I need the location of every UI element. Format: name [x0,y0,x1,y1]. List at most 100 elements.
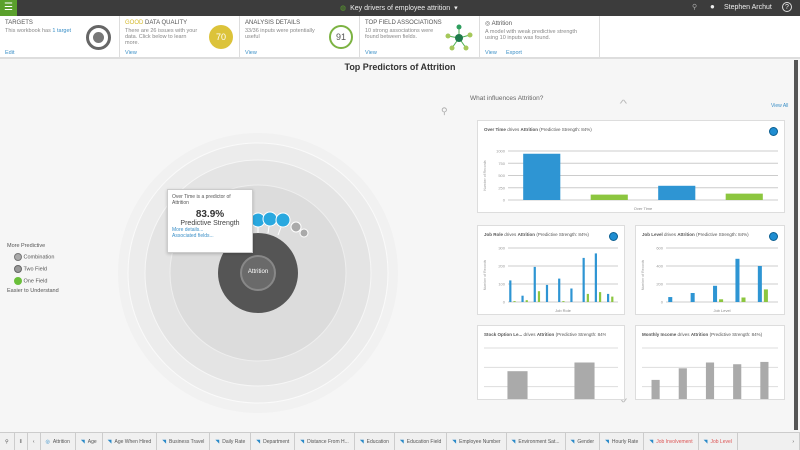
target-name[interactable]: Attrition [536,332,555,337]
edit-link[interactable]: Edit [5,50,15,56]
field-tab[interactable]: ◥ Age When Hired [103,433,158,450]
bar[interactable] [590,194,628,200]
bar[interactable] [690,293,695,302]
field-name[interactable]: Monthly Income [642,332,677,337]
target-name[interactable]: Attrition [517,232,536,237]
bar[interactable] [586,293,589,302]
view-link[interactable]: View [245,50,257,56]
field-tab[interactable]: ◥ Distance From H... [295,433,355,450]
tab-label: Education [366,438,389,445]
bar[interactable] [582,257,585,302]
user-name[interactable]: Stephen Archut [724,4,772,11]
field-tab[interactable]: ◥ Employee Number [447,433,507,450]
bar[interactable] [713,285,718,302]
data-quality-card[interactable]: GOOD DATA QUALITY There are 26 issues wi… [120,16,240,59]
field-tab[interactable]: ◥ Daily Rate [210,433,252,450]
chevron-down-icon[interactable]: ▾ [454,5,458,12]
field-name[interactable]: Over Time [484,127,506,132]
bar[interactable] [611,296,614,302]
bar[interactable] [651,379,660,400]
predictor-bubble[interactable] [299,228,309,238]
field-tab[interactable]: ◥ Business Travel [157,433,211,450]
bar[interactable] [658,185,696,200]
search-icon[interactable]: ⚲ [0,433,15,450]
pin-icon[interactable]: ⚲ [692,4,698,11]
bar[interactable] [545,284,549,302]
field-tab[interactable]: ◥ Environment Sat... [507,433,566,450]
predictor-bubble[interactable] [262,211,278,227]
bar[interactable] [741,297,746,303]
bar[interactable] [558,278,561,302]
view-all-link[interactable]: View All [771,103,789,109]
bar[interactable] [594,253,597,302]
bar[interactable] [525,300,528,302]
target-name[interactable]: Attrition [520,127,538,132]
predictor-bubble[interactable] [290,221,302,233]
bar[interactable] [537,291,541,302]
field-tab[interactable]: ◥ Age [76,433,103,450]
chart-card[interactable]: 600 400 200 0 Job Level Number of Records Job … [635,225,785,315]
bar[interactable] [598,292,602,302]
user-icon[interactable]: ● [710,2,715,11]
chart-card[interactable]: Stock Option Le... drives Attrition (Pre… [477,325,625,400]
scroll-right-icon[interactable]: › [787,433,800,450]
view-link[interactable]: View [365,50,377,56]
scroll-left-icon[interactable]: ‹ [28,433,41,450]
menu-button[interactable]: ☰ [0,0,17,16]
field-name[interactable]: Job Level [642,232,663,237]
card-title: DATA QUALITY [145,20,188,26]
field-tab[interactable]: ◥ Education Field [395,433,448,450]
bar[interactable] [668,297,673,302]
field-tab[interactable]: ◥ Gender [566,433,601,450]
bar[interactable] [574,362,595,401]
bar[interactable] [533,266,536,302]
scrollbar[interactable] [794,60,798,430]
bar[interactable] [725,193,763,200]
view-link[interactable]: View [485,50,497,56]
export-link[interactable]: Export [506,50,522,56]
bar[interactable] [521,295,524,302]
target-name[interactable]: Attrition [677,232,695,237]
bar[interactable] [523,153,561,200]
bar[interactable] [760,361,769,400]
target-name[interactable]: Attrition [690,332,709,337]
bar[interactable] [733,364,742,400]
analysis-details-card[interactable]: ANALYSIS DETAILS 33/36 inputs were poten… [240,16,360,59]
predictor-bubble[interactable] [275,212,291,228]
chart-card[interactable]: 1000 750 500 250 0 Over Time Number of Records… [477,120,785,213]
columns-icon[interactable]: ⦀ [15,433,28,450]
scroll-up-icon[interactable]: ^ [619,99,628,110]
bar[interactable] [678,368,687,400]
associated-fields-link[interactable]: Associated fields... [172,233,214,239]
workbook-title[interactable]: Key drivers of employee attrition [350,4,451,12]
view-link[interactable]: View [125,50,137,56]
bar[interactable] [735,258,740,302]
bar[interactable] [509,280,512,302]
targets-card[interactable]: TARGETS This workbook has 1 target Edit [0,16,120,59]
bar[interactable] [719,299,724,302]
pin-icon[interactable]: ⚲ [441,106,448,116]
chart-card[interactable]: Monthly Income drives Attrition (Predict… [635,325,785,400]
model-card[interactable]: ◎ Attrition A model with weak predictive… [480,16,600,59]
field-tab[interactable]: ◎ Attrition [41,433,76,450]
bar[interactable] [562,301,565,302]
bar[interactable] [513,301,516,302]
field-tab[interactable]: ◥ Hourly Rate [600,433,645,450]
field-name[interactable]: Stock Option Le... [484,332,523,337]
more-details-link[interactable]: More details... [172,227,204,233]
field-name[interactable]: Job Role [484,232,504,237]
bar[interactable] [607,293,610,302]
target-link[interactable]: 1 target [52,28,72,34]
field-associations-card[interactable]: TOP FIELD ASSOCIATIONS 10 strong associa… [360,16,480,59]
field-tab[interactable]: ◥ Department [251,433,296,450]
bar[interactable] [763,289,768,302]
bar[interactable] [705,362,715,401]
field-tab[interactable]: ◥ Job Involvement [644,433,699,450]
help-button[interactable]: ? [782,2,792,12]
field-tab[interactable]: ◥ Job Level [699,433,738,450]
field-tab[interactable]: ◥ Education [355,433,395,450]
bar[interactable] [507,371,528,400]
bar[interactable] [570,288,573,303]
bar[interactable] [757,266,762,302]
chart-card[interactable]: 300 200 100 0 Job Role Number of Records Job R… [477,225,625,315]
